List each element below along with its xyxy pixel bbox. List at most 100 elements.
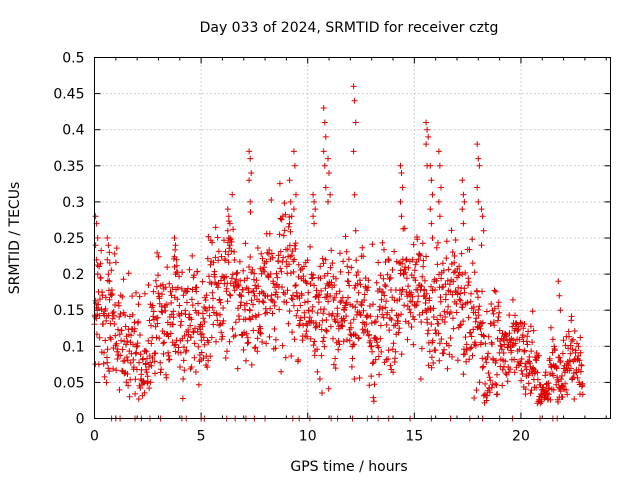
data-point <box>453 309 460 316</box>
data-point <box>269 310 276 317</box>
data-point <box>225 259 232 266</box>
data-point <box>141 290 148 297</box>
data-point <box>559 372 565 379</box>
data-point <box>342 300 349 307</box>
data-point <box>436 162 443 169</box>
data-point <box>348 264 355 271</box>
data-point <box>488 339 495 346</box>
data-point <box>424 319 431 326</box>
data-point <box>567 350 574 357</box>
data-point <box>205 233 212 240</box>
data-point <box>220 305 227 311</box>
data-point <box>130 356 137 363</box>
data-point <box>274 294 281 300</box>
data-point <box>381 292 388 299</box>
data-point <box>118 327 125 334</box>
data-point <box>164 264 171 271</box>
data-point <box>181 332 188 339</box>
data-point <box>361 297 368 304</box>
data-point <box>474 141 481 148</box>
data-point <box>189 302 196 309</box>
data-point <box>355 269 361 275</box>
data-point <box>368 343 375 349</box>
data-point <box>519 371 526 378</box>
data-point <box>488 301 495 307</box>
data-point <box>417 376 424 382</box>
data-point <box>506 330 513 337</box>
data-point <box>311 220 318 227</box>
data-point <box>243 300 250 307</box>
data-point <box>129 311 136 318</box>
data-point <box>312 319 319 326</box>
data-point <box>480 227 487 234</box>
data-point <box>410 341 417 348</box>
data-point <box>353 272 360 279</box>
data-point <box>542 369 549 376</box>
data-point <box>247 155 254 162</box>
data-point <box>152 350 159 356</box>
data-point <box>281 200 288 207</box>
data-point <box>337 250 343 257</box>
data-point <box>214 317 221 324</box>
data-point <box>284 246 291 253</box>
data-point <box>153 334 160 341</box>
data-point <box>535 352 542 359</box>
data-point <box>450 325 457 332</box>
data-point <box>340 258 347 265</box>
data-point <box>550 372 557 379</box>
data-point <box>162 284 169 291</box>
data-point <box>521 348 528 355</box>
data-point <box>192 325 198 332</box>
data-point <box>440 350 447 357</box>
data-point <box>181 344 187 351</box>
data-point <box>111 312 117 319</box>
data-point <box>483 359 490 366</box>
data-point <box>530 327 537 334</box>
data-point <box>419 273 426 280</box>
data-point <box>290 292 296 299</box>
data-point <box>318 287 325 294</box>
data-point <box>420 257 427 264</box>
data-point <box>499 366 506 373</box>
data-point <box>333 290 340 297</box>
data-point <box>429 191 436 198</box>
data-point <box>475 155 482 162</box>
data-point <box>273 289 280 296</box>
data-point <box>305 298 311 305</box>
data-point <box>198 349 205 356</box>
data-point <box>308 275 315 282</box>
data-point <box>224 227 231 234</box>
data-point <box>193 284 200 291</box>
data-point <box>291 336 298 343</box>
data-point <box>108 292 115 299</box>
data-point <box>329 260 336 267</box>
data-point <box>352 304 359 311</box>
chart-title: Day 033 of 2024, SRMTID for receiver czt… <box>200 20 499 36</box>
data-point <box>409 293 416 300</box>
data-point <box>371 319 378 326</box>
data-point <box>101 373 108 380</box>
data-point <box>97 260 104 267</box>
data-point <box>383 298 390 305</box>
data-point <box>336 341 343 348</box>
data-point <box>222 355 229 361</box>
data-point <box>221 237 227 244</box>
data-point <box>565 362 572 369</box>
y-tick-label: 0.35 <box>53 159 84 175</box>
data-point <box>575 353 582 359</box>
data-point <box>457 321 464 328</box>
data-point <box>119 293 126 300</box>
data-point <box>291 256 298 263</box>
data-point <box>195 381 202 388</box>
data-point <box>463 341 470 348</box>
data-point <box>460 191 467 198</box>
data-point <box>133 289 139 296</box>
data-point <box>463 358 470 365</box>
data-point <box>295 261 302 268</box>
data-point <box>314 310 321 316</box>
data-point <box>471 269 478 276</box>
data-point <box>242 240 249 247</box>
data-point <box>509 323 516 330</box>
data-point <box>361 291 368 298</box>
data-point <box>574 374 581 381</box>
